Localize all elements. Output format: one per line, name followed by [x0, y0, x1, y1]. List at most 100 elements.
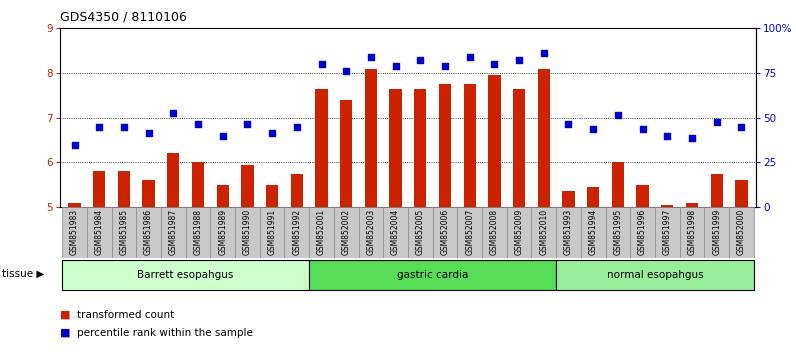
Point — [217, 133, 229, 138]
Bar — [587, 187, 599, 207]
Bar — [266, 185, 279, 207]
Text: GSM851994: GSM851994 — [589, 209, 598, 255]
Text: GSM852000: GSM852000 — [737, 209, 746, 255]
Text: ■: ■ — [60, 328, 70, 338]
Bar — [532, 207, 556, 258]
Text: GSM851993: GSM851993 — [564, 209, 573, 255]
Text: GDS4350 / 8110106: GDS4350 / 8110106 — [60, 11, 186, 24]
Text: tissue ▶: tissue ▶ — [2, 269, 45, 279]
Text: ■: ■ — [60, 310, 70, 320]
Point — [266, 131, 279, 136]
Bar — [185, 207, 210, 258]
Bar — [136, 207, 161, 258]
Bar — [259, 207, 284, 258]
Point — [291, 124, 303, 130]
Text: gastric cardia: gastric cardia — [397, 270, 468, 280]
Text: GSM851987: GSM851987 — [169, 209, 178, 255]
Bar — [581, 207, 606, 258]
Text: percentile rank within the sample: percentile rank within the sample — [77, 328, 253, 338]
Bar — [62, 207, 87, 258]
Bar — [606, 207, 630, 258]
Text: normal esopahgus: normal esopahgus — [607, 270, 703, 280]
Point — [142, 131, 155, 136]
Text: GSM851997: GSM851997 — [663, 209, 672, 255]
Bar — [729, 207, 754, 258]
Bar — [562, 192, 575, 207]
Bar — [686, 202, 698, 207]
Point — [685, 135, 698, 141]
Bar — [637, 185, 649, 207]
Bar — [507, 207, 532, 258]
Text: GSM851988: GSM851988 — [193, 209, 202, 255]
Bar — [458, 207, 482, 258]
Text: GSM852006: GSM852006 — [440, 209, 450, 255]
Text: GSM852002: GSM852002 — [341, 209, 351, 255]
Bar — [241, 165, 254, 207]
Text: GSM851992: GSM851992 — [292, 209, 302, 255]
Point — [241, 121, 254, 127]
Bar — [334, 207, 358, 258]
Point — [118, 124, 131, 130]
Point — [463, 55, 476, 60]
Text: GSM851998: GSM851998 — [688, 209, 696, 255]
Text: GSM851986: GSM851986 — [144, 209, 153, 255]
Point — [587, 126, 599, 132]
Bar — [463, 84, 476, 207]
Bar — [358, 207, 383, 258]
Text: GSM851983: GSM851983 — [70, 209, 79, 255]
Bar — [661, 205, 673, 207]
Point — [661, 133, 673, 138]
Text: GSM852009: GSM852009 — [514, 209, 524, 255]
Text: Barrett esopahgus: Barrett esopahgus — [138, 270, 234, 280]
Bar — [142, 180, 154, 207]
Bar — [192, 162, 205, 207]
Text: GSM851995: GSM851995 — [614, 209, 622, 255]
Bar — [87, 207, 111, 258]
Bar — [655, 207, 680, 258]
Point — [192, 121, 205, 127]
Bar — [383, 207, 408, 258]
Bar — [537, 69, 550, 207]
Bar — [62, 260, 309, 290]
Text: GSM851991: GSM851991 — [267, 209, 276, 255]
Bar — [340, 100, 353, 207]
Bar — [513, 88, 525, 207]
Bar — [315, 88, 328, 207]
Point — [365, 55, 377, 60]
Point — [513, 57, 525, 62]
Point — [389, 63, 402, 69]
Text: GSM851989: GSM851989 — [218, 209, 227, 255]
Bar — [111, 207, 136, 258]
Text: GSM851996: GSM851996 — [638, 209, 647, 255]
Bar — [488, 75, 501, 207]
Bar — [93, 171, 105, 207]
Bar — [309, 260, 556, 290]
Bar — [291, 173, 303, 207]
Bar — [389, 88, 402, 207]
Bar — [680, 207, 704, 258]
Point — [340, 68, 353, 74]
Text: GSM852008: GSM852008 — [490, 209, 499, 255]
Point — [439, 63, 451, 69]
Point — [315, 61, 328, 67]
Bar — [167, 154, 179, 207]
Bar — [736, 180, 747, 207]
Text: GSM852003: GSM852003 — [366, 209, 376, 255]
Bar — [210, 207, 235, 258]
Point — [710, 119, 723, 125]
Bar — [556, 260, 754, 290]
Bar — [365, 69, 377, 207]
Text: GSM852004: GSM852004 — [391, 209, 400, 255]
Point — [488, 61, 501, 67]
Text: GSM851984: GSM851984 — [95, 209, 103, 255]
Bar — [556, 207, 581, 258]
Point — [611, 113, 624, 118]
Bar — [118, 171, 130, 207]
Bar — [235, 207, 259, 258]
Bar — [217, 185, 229, 207]
Bar — [161, 207, 185, 258]
Point — [636, 126, 649, 132]
Bar — [482, 207, 507, 258]
Bar — [408, 207, 433, 258]
Bar — [711, 173, 723, 207]
